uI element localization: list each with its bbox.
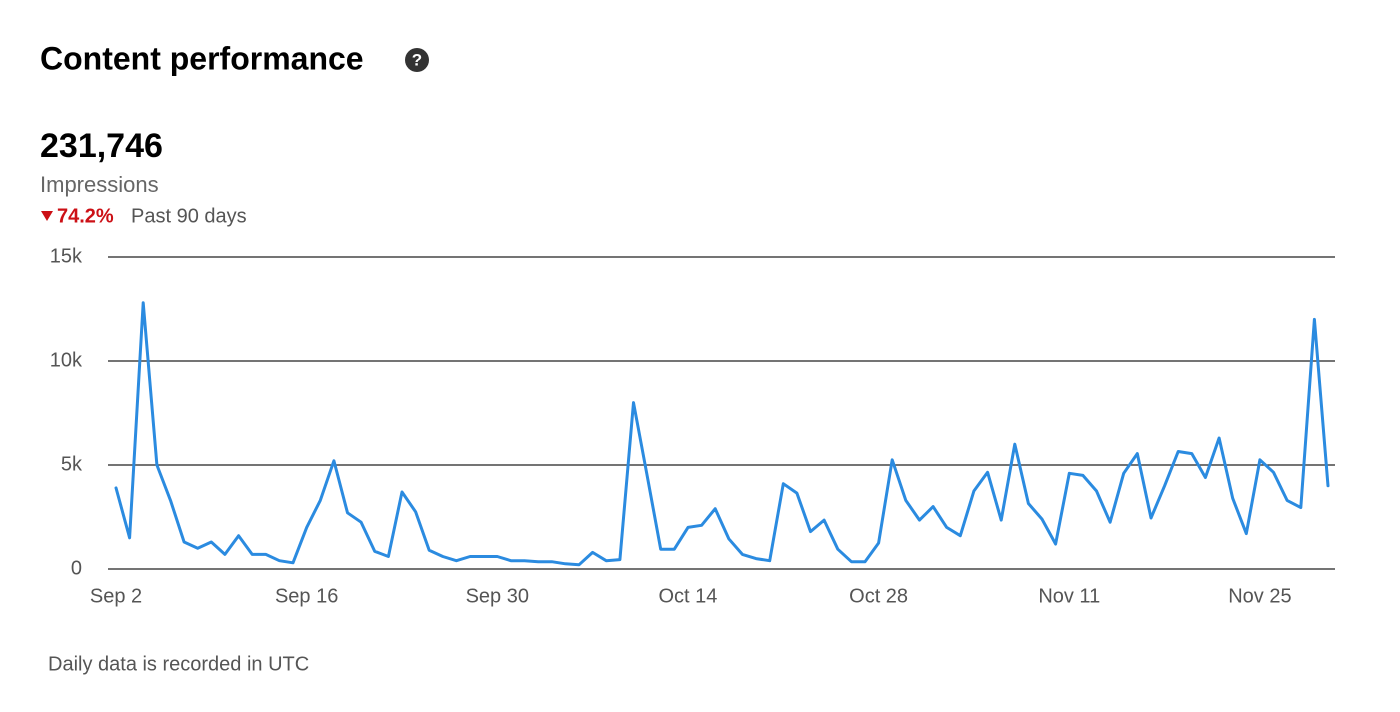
period-label: Past 90 days xyxy=(131,205,247,227)
help-icon[interactable]: ? xyxy=(405,48,429,72)
change-value: 74.2% xyxy=(57,205,114,227)
x-tick-label: Nov 25 xyxy=(1228,585,1291,607)
svg-text:?: ? xyxy=(412,50,422,69)
x-tick-label: Sep 2 xyxy=(90,585,142,607)
x-tick-label: Sep 30 xyxy=(466,585,529,607)
total-value: 231,746 xyxy=(40,127,163,165)
x-tick-label: Sep 16 xyxy=(275,585,338,607)
metric-label: Impressions xyxy=(40,172,159,197)
y-tick-label: 0 xyxy=(71,557,82,579)
footnote: Daily data is recorded in UTC xyxy=(48,653,309,675)
y-tick-label: 10k xyxy=(50,349,83,371)
y-tick-label: 5k xyxy=(61,453,83,475)
x-tick-label: Oct 14 xyxy=(658,585,717,607)
x-tick-label: Oct 28 xyxy=(849,585,908,607)
down-arrow xyxy=(41,211,53,221)
x-tick-label: Nov 11 xyxy=(1038,585,1100,607)
chart-title: Content performance xyxy=(40,40,364,76)
y-tick-label: 15k xyxy=(50,245,83,267)
impressions-line xyxy=(114,301,1330,567)
